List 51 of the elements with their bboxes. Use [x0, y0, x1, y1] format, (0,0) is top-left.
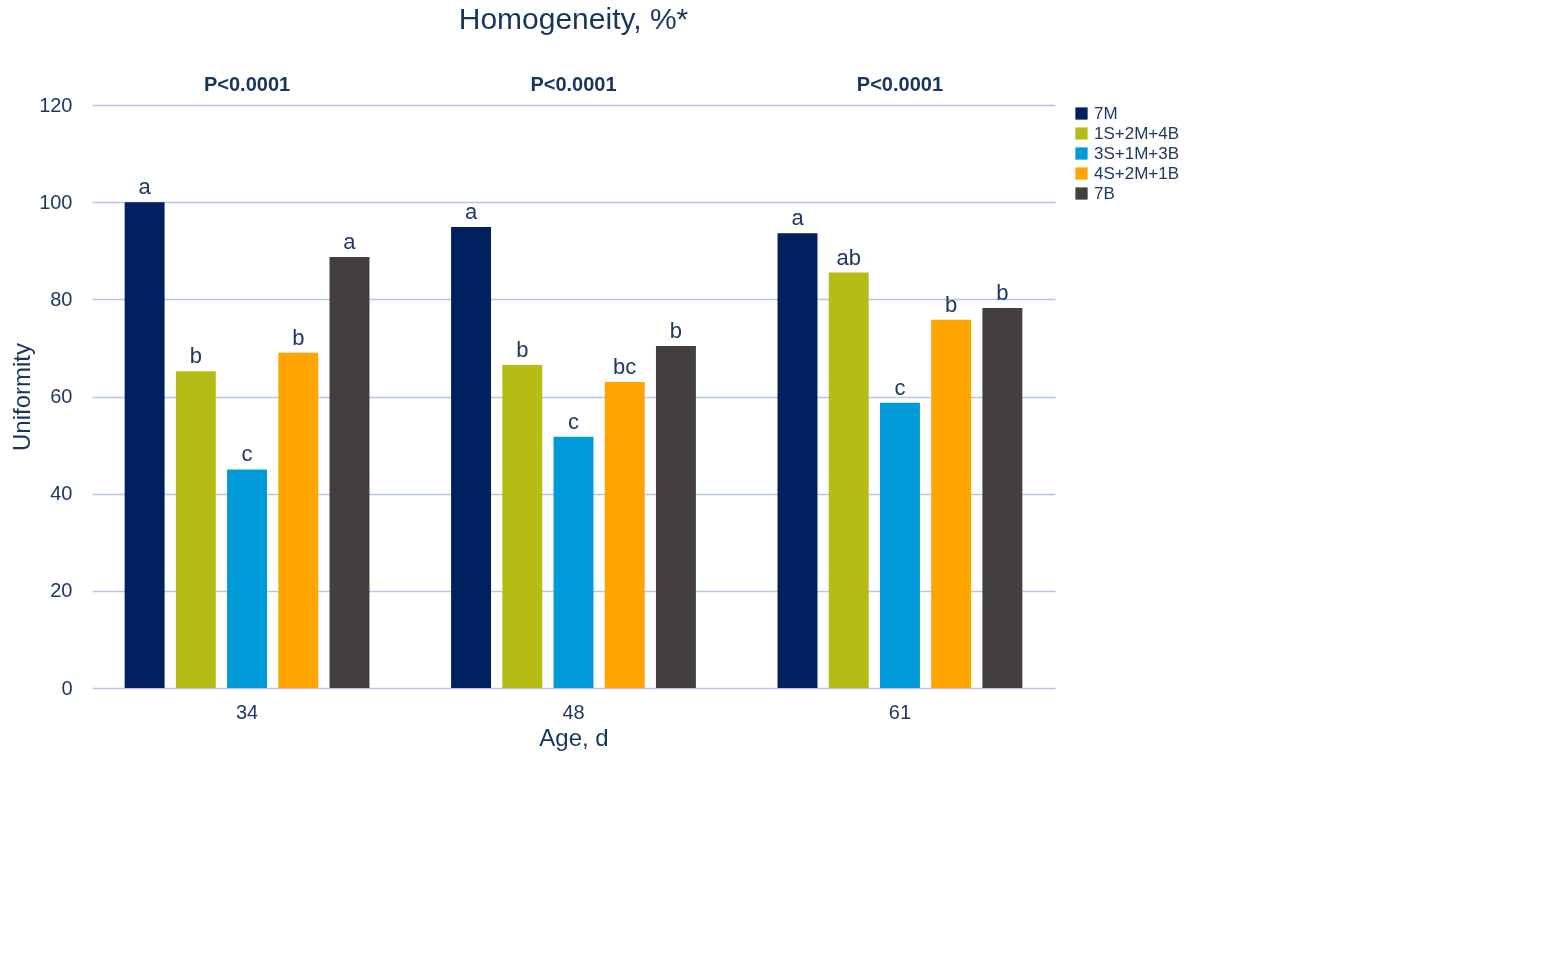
x-axis-title: Age, d [539, 723, 609, 751]
bar [879, 402, 920, 688]
bar [502, 364, 543, 688]
data-label: ab [836, 244, 861, 270]
y-tick-label: 0 [61, 676, 73, 699]
bar [553, 436, 594, 688]
bar [655, 345, 696, 688]
data-label: b [516, 336, 529, 362]
text: P<0.0001 [203, 73, 291, 95]
bar [828, 272, 869, 688]
y-tick-label: 100 [39, 190, 73, 213]
data-label: c [568, 408, 579, 434]
legend-label: 7B [1094, 183, 1115, 203]
bar [931, 319, 972, 688]
y-axis-title: Uniformity [8, 342, 36, 452]
y-tick-label: 80 [50, 287, 73, 310]
legend-label: 7M [1094, 103, 1118, 123]
data-label: b [945, 291, 958, 317]
bar [175, 371, 216, 688]
data-label: b [292, 324, 305, 350]
data-label: a [343, 229, 357, 255]
legend-label: 3S+1M+3B [1094, 143, 1180, 163]
text: P<0.0001 [530, 73, 617, 95]
y-tick-label: 20 [50, 579, 73, 602]
legend-label: 4S+2M+1B [1094, 163, 1180, 183]
data-label: c [894, 374, 906, 400]
legend-label: 1S+2M+4B [1094, 123, 1180, 143]
y-tick-label: 120 [39, 93, 73, 116]
bar [777, 233, 818, 688]
x-tick-label: 48 [562, 700, 585, 723]
bar [451, 226, 492, 688]
bar [982, 308, 1023, 688]
bar [278, 352, 319, 688]
data-label: c [241, 441, 253, 467]
data-label: a [464, 198, 478, 224]
data-label: a [138, 174, 152, 200]
bar [604, 381, 645, 688]
chart-title: Homogeneity, %* [458, 2, 689, 35]
data-label: b [669, 317, 683, 343]
bar [227, 469, 268, 688]
x-tick-label: 34 [235, 700, 259, 723]
data-label: b [189, 343, 202, 369]
data-label: bc [613, 353, 637, 379]
bar [329, 257, 370, 688]
bar [124, 202, 165, 688]
data-label: b [996, 280, 1009, 306]
text: P<0.0001 [856, 73, 944, 95]
y-tick-label: 60 [50, 385, 73, 407]
y-tick-label: 40 [50, 482, 73, 505]
x-tick-label: 61 [888, 700, 912, 723]
data-label: a [791, 205, 805, 231]
